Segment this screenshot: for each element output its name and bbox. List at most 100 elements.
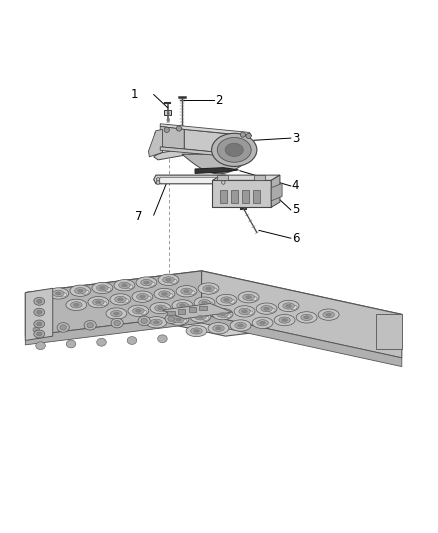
Ellipse shape xyxy=(166,278,171,281)
Polygon shape xyxy=(212,180,271,207)
Ellipse shape xyxy=(158,274,179,286)
Ellipse shape xyxy=(261,305,272,312)
Text: 6: 6 xyxy=(292,232,299,245)
Bar xyxy=(217,175,228,180)
Ellipse shape xyxy=(318,309,339,320)
Ellipse shape xyxy=(177,302,188,309)
Bar xyxy=(231,190,238,203)
Polygon shape xyxy=(271,183,282,201)
Ellipse shape xyxy=(176,286,197,297)
Ellipse shape xyxy=(201,301,207,304)
Text: 4: 4 xyxy=(292,180,299,192)
Text: 2: 2 xyxy=(215,94,222,107)
Ellipse shape xyxy=(219,312,226,316)
Ellipse shape xyxy=(257,320,268,326)
Ellipse shape xyxy=(326,313,332,316)
Ellipse shape xyxy=(238,292,259,303)
Ellipse shape xyxy=(238,324,244,327)
Ellipse shape xyxy=(212,133,257,166)
Ellipse shape xyxy=(256,303,277,314)
Ellipse shape xyxy=(133,308,144,314)
Text: 1: 1 xyxy=(131,88,138,101)
Ellipse shape xyxy=(136,277,157,288)
Ellipse shape xyxy=(78,289,83,292)
Ellipse shape xyxy=(122,284,127,287)
Ellipse shape xyxy=(165,314,177,324)
Ellipse shape xyxy=(140,295,145,298)
Polygon shape xyxy=(154,175,228,184)
Ellipse shape xyxy=(304,316,310,319)
Ellipse shape xyxy=(223,313,231,318)
Ellipse shape xyxy=(88,296,109,308)
Ellipse shape xyxy=(36,342,46,350)
Bar xyxy=(199,305,207,310)
Polygon shape xyxy=(160,124,252,136)
Polygon shape xyxy=(162,303,232,319)
Bar xyxy=(167,311,175,315)
Ellipse shape xyxy=(66,299,87,311)
FancyBboxPatch shape xyxy=(164,110,171,115)
Ellipse shape xyxy=(235,322,246,329)
Ellipse shape xyxy=(87,322,93,328)
Bar xyxy=(242,190,249,203)
Ellipse shape xyxy=(215,327,221,330)
Ellipse shape xyxy=(57,322,69,332)
Ellipse shape xyxy=(163,277,174,283)
Ellipse shape xyxy=(56,292,61,295)
Ellipse shape xyxy=(139,310,147,314)
Polygon shape xyxy=(376,314,402,349)
Ellipse shape xyxy=(279,317,290,323)
Polygon shape xyxy=(271,175,280,207)
Ellipse shape xyxy=(111,318,123,328)
Ellipse shape xyxy=(135,309,141,312)
Ellipse shape xyxy=(60,325,67,330)
Ellipse shape xyxy=(150,302,171,314)
Ellipse shape xyxy=(199,300,210,306)
Ellipse shape xyxy=(181,288,192,294)
Ellipse shape xyxy=(66,340,76,348)
Polygon shape xyxy=(160,126,184,149)
Polygon shape xyxy=(201,271,402,358)
Circle shape xyxy=(246,133,251,139)
Ellipse shape xyxy=(227,299,235,303)
Polygon shape xyxy=(148,130,162,157)
Polygon shape xyxy=(25,314,402,367)
Ellipse shape xyxy=(127,336,137,344)
Ellipse shape xyxy=(125,285,133,289)
Ellipse shape xyxy=(161,308,169,312)
Ellipse shape xyxy=(155,305,166,311)
Ellipse shape xyxy=(252,317,273,328)
Ellipse shape xyxy=(323,311,334,318)
Ellipse shape xyxy=(290,305,297,310)
Ellipse shape xyxy=(221,297,232,303)
Ellipse shape xyxy=(169,279,177,284)
Ellipse shape xyxy=(234,306,255,317)
Bar xyxy=(188,308,196,312)
Ellipse shape xyxy=(209,288,217,292)
Ellipse shape xyxy=(186,325,207,337)
Polygon shape xyxy=(184,130,250,156)
Ellipse shape xyxy=(282,319,287,321)
Ellipse shape xyxy=(180,304,185,307)
Ellipse shape xyxy=(71,302,82,308)
Ellipse shape xyxy=(141,279,152,286)
Ellipse shape xyxy=(119,282,130,288)
Circle shape xyxy=(156,181,160,184)
Ellipse shape xyxy=(194,329,199,333)
Ellipse shape xyxy=(159,291,170,297)
Ellipse shape xyxy=(37,322,42,326)
Ellipse shape xyxy=(92,282,113,294)
Ellipse shape xyxy=(84,320,96,330)
Ellipse shape xyxy=(143,296,151,300)
Ellipse shape xyxy=(162,293,167,295)
Ellipse shape xyxy=(239,308,250,314)
Ellipse shape xyxy=(213,325,224,332)
Ellipse shape xyxy=(194,297,215,308)
Ellipse shape xyxy=(168,314,189,325)
Ellipse shape xyxy=(137,294,148,300)
Ellipse shape xyxy=(225,143,243,157)
Ellipse shape xyxy=(206,287,212,290)
Polygon shape xyxy=(154,147,254,160)
Ellipse shape xyxy=(249,296,257,301)
Ellipse shape xyxy=(183,304,191,309)
